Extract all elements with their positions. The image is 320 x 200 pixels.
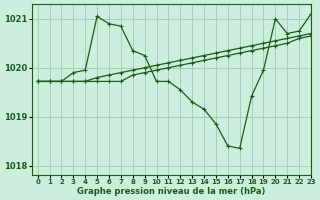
- X-axis label: Graphe pression niveau de la mer (hPa): Graphe pression niveau de la mer (hPa): [77, 187, 266, 196]
